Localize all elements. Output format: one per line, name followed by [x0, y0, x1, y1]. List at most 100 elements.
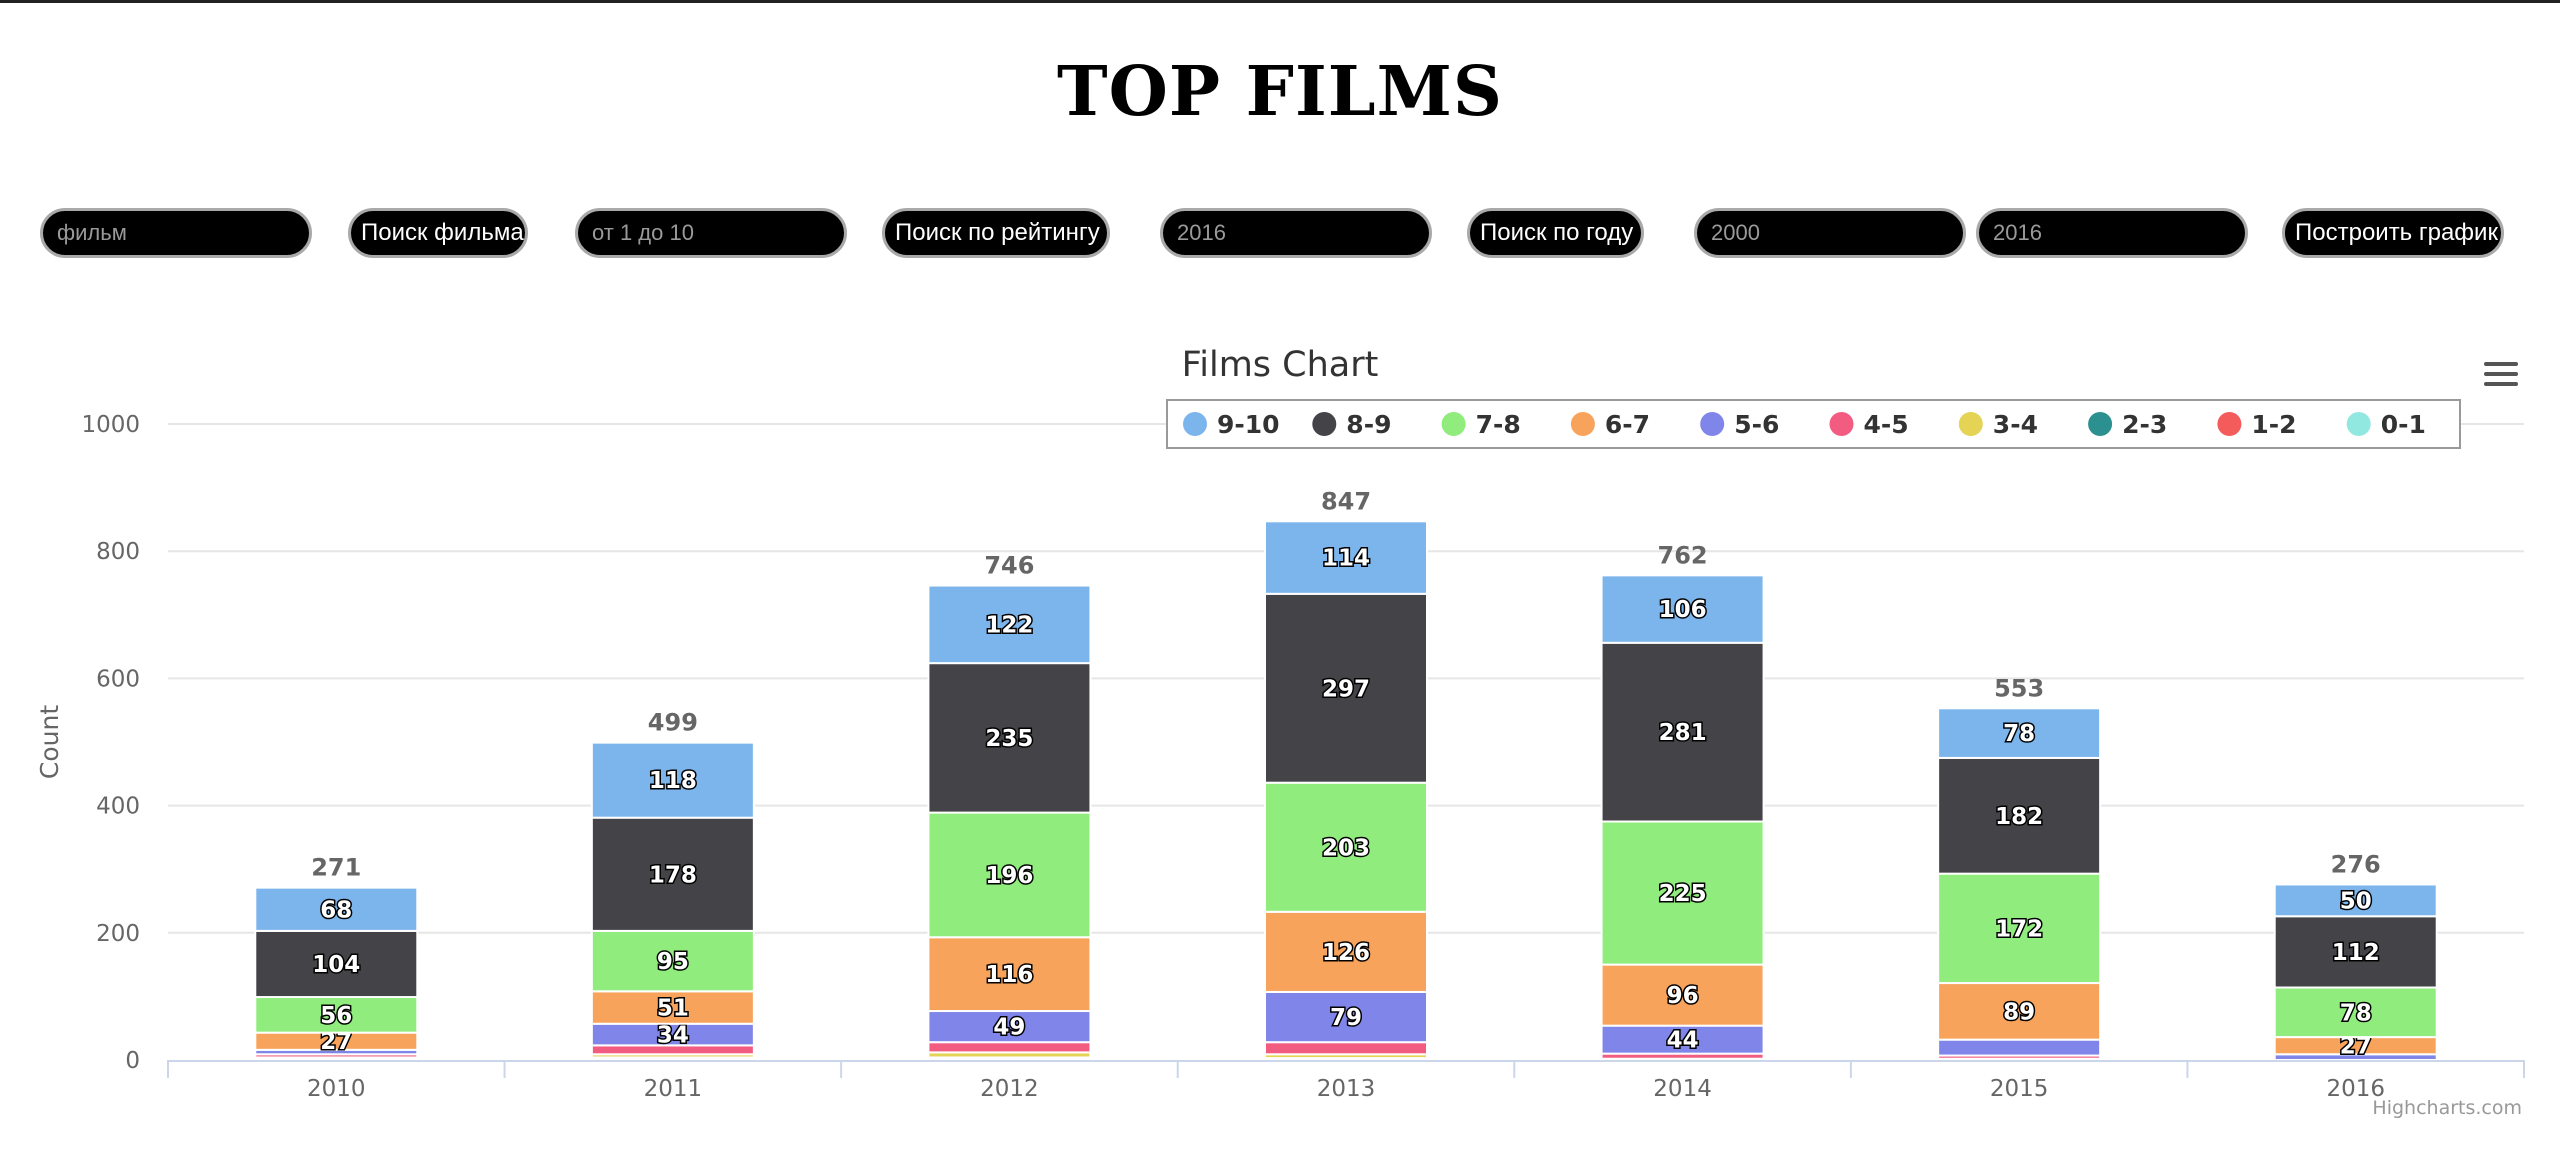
bar-data-label: 196 — [985, 863, 1033, 889]
bar-segment — [1937, 707, 2102, 759]
stack-total-label: 746 — [984, 552, 1034, 580]
legend-item-label: 7-8 — [1476, 410, 1521, 439]
bar-data-label: 96 — [1667, 983, 1699, 1009]
x-tick-label: 2014 — [1653, 1076, 1712, 1102]
stack-total-label: 271 — [311, 854, 361, 882]
bar-data-label: 114 — [1322, 546, 1370, 572]
chart-title: Films Chart — [1182, 345, 1379, 385]
x-tick-label: 2013 — [1317, 1076, 1376, 1102]
legend-marker — [1570, 412, 1595, 436]
chart-to-year-input[interactable] — [1976, 208, 2248, 258]
bar-segment — [2273, 883, 2438, 918]
bar-data-label: 122 — [985, 612, 1033, 638]
bar-data-label: 182 — [1995, 804, 2043, 830]
bar-segment — [2273, 986, 2438, 1039]
bar-data-label: 281 — [1659, 720, 1707, 746]
y-tick-label: 600 — [96, 666, 140, 692]
legend-item-label: 5-6 — [1734, 410, 1779, 439]
legend-marker — [1441, 412, 1466, 436]
x-tick-label: 2011 — [644, 1076, 703, 1102]
legend-item-label: 2-3 — [2122, 410, 2167, 439]
y-tick-label: 200 — [96, 921, 140, 947]
bar-data-label: 51 — [657, 996, 689, 1022]
bar-segment — [927, 1041, 1092, 1054]
chart-credits[interactable]: Highcharts.com — [2372, 1097, 2522, 1119]
film-search-input[interactable] — [40, 208, 312, 258]
bar-data-label: 235 — [985, 726, 1033, 752]
bar-segment — [1600, 820, 1765, 966]
bar-segment — [927, 936, 1092, 1013]
film-search-button[interactable]: Поиск фильма — [348, 208, 528, 258]
bar-segment — [927, 811, 1092, 939]
bar-data-label: 104 — [312, 952, 360, 978]
legend-marker — [1183, 412, 1207, 436]
bar-data-label: 178 — [649, 862, 697, 888]
bar-data-label: 78 — [2340, 1000, 2372, 1026]
bar-data-label: 44 — [1667, 1028, 1699, 1054]
legend-marker — [2217, 412, 2242, 436]
bar-data-label: 56 — [320, 1003, 352, 1029]
bar-segment — [1264, 781, 1428, 913]
stack-total-label: 499 — [648, 709, 698, 737]
year-search-button[interactable]: Поиск по году — [1467, 208, 1644, 258]
stack-total-label: 276 — [2331, 850, 2381, 878]
y-tick-label: 0 — [125, 1048, 140, 1074]
bar-data-label: 106 — [1659, 597, 1707, 623]
bar-segment — [254, 886, 419, 932]
stacked-bars: 2756104683451951781184911619623512279126… — [254, 520, 2438, 1061]
legend-marker — [1700, 412, 1725, 436]
bar-segment — [1264, 910, 1428, 993]
legend-marker — [1312, 412, 1337, 436]
bar-segment — [927, 584, 1092, 665]
bar-data-label: 225 — [1659, 881, 1707, 907]
x-tick-label: 2010 — [307, 1076, 366, 1102]
bar-segment — [1264, 520, 1428, 595]
page-title: TOP FILMS — [1057, 52, 1503, 132]
legend-item-label: 9-10 — [1217, 410, 1280, 439]
x-tick-label: 2016 — [2326, 1076, 2385, 1102]
search-controls: Поиск фильма Поиск по рейтингу Поиск по … — [0, 208, 2560, 264]
bar-segment — [1600, 1024, 1765, 1055]
bar-segment — [1264, 1041, 1428, 1056]
bar-data-label: 79 — [1330, 1005, 1362, 1031]
bar-segment — [1937, 1038, 2102, 1057]
chart-legend: 9-10 8-9 7-8 6-7 5-6 4-5 3-4 2-3 1-2 0-1 — [1166, 399, 2461, 449]
year-search-input[interactable] — [1160, 208, 1432, 258]
x-tick-label: 2015 — [1990, 1076, 2049, 1102]
chart-menu-icon[interactable] — [2478, 358, 2526, 398]
y-axis-label: Count — [35, 705, 64, 779]
x-axis: 2010 2011 2012 2013 2014 2015 2016 — [167, 1060, 2525, 1102]
bar-data-label: 297 — [1322, 676, 1370, 702]
bar-segment — [590, 990, 755, 1025]
bar-segment — [1600, 963, 1765, 1027]
stack-total-label: 762 — [1658, 541, 1708, 569]
legend-item-label: 3-4 — [1993, 410, 2038, 439]
legend-marker — [1829, 412, 1854, 436]
rating-search-button[interactable]: Поиск по рейтингу — [882, 208, 1110, 258]
bar-segment — [590, 741, 755, 819]
legend-item-label: 0-1 — [2381, 410, 2426, 439]
bar-data-label: 172 — [1995, 916, 2043, 942]
legend-item-label: 8-9 — [1346, 410, 1391, 439]
chart-from-year-input[interactable] — [1694, 208, 1966, 258]
bar-segment — [1264, 990, 1428, 1044]
bar-data-label: 95 — [657, 949, 689, 975]
legend-box — [1166, 399, 2461, 449]
legend-item-label: 1-2 — [2251, 410, 2296, 439]
stack-total-label: 847 — [1321, 487, 1371, 515]
bar-segment — [1264, 592, 1428, 784]
build-chart-button[interactable]: Построить график — [2282, 208, 2504, 258]
bar-data-label: 126 — [1322, 940, 1370, 966]
bar-segment — [590, 929, 755, 993]
bar-data-label: 118 — [649, 768, 697, 794]
bar-segment — [1937, 872, 2102, 985]
top-border — [0, 0, 2560, 3]
rating-search-input[interactable] — [575, 208, 847, 258]
y-tick-label: 800 — [96, 539, 140, 565]
bar-data-label: 50 — [2340, 888, 2372, 914]
bar-data-label: 203 — [1322, 835, 1370, 861]
bar-segment — [927, 662, 1092, 814]
legend-item-label: 4-5 — [1864, 410, 1909, 439]
legend-item-label: 6-7 — [1605, 410, 1650, 439]
